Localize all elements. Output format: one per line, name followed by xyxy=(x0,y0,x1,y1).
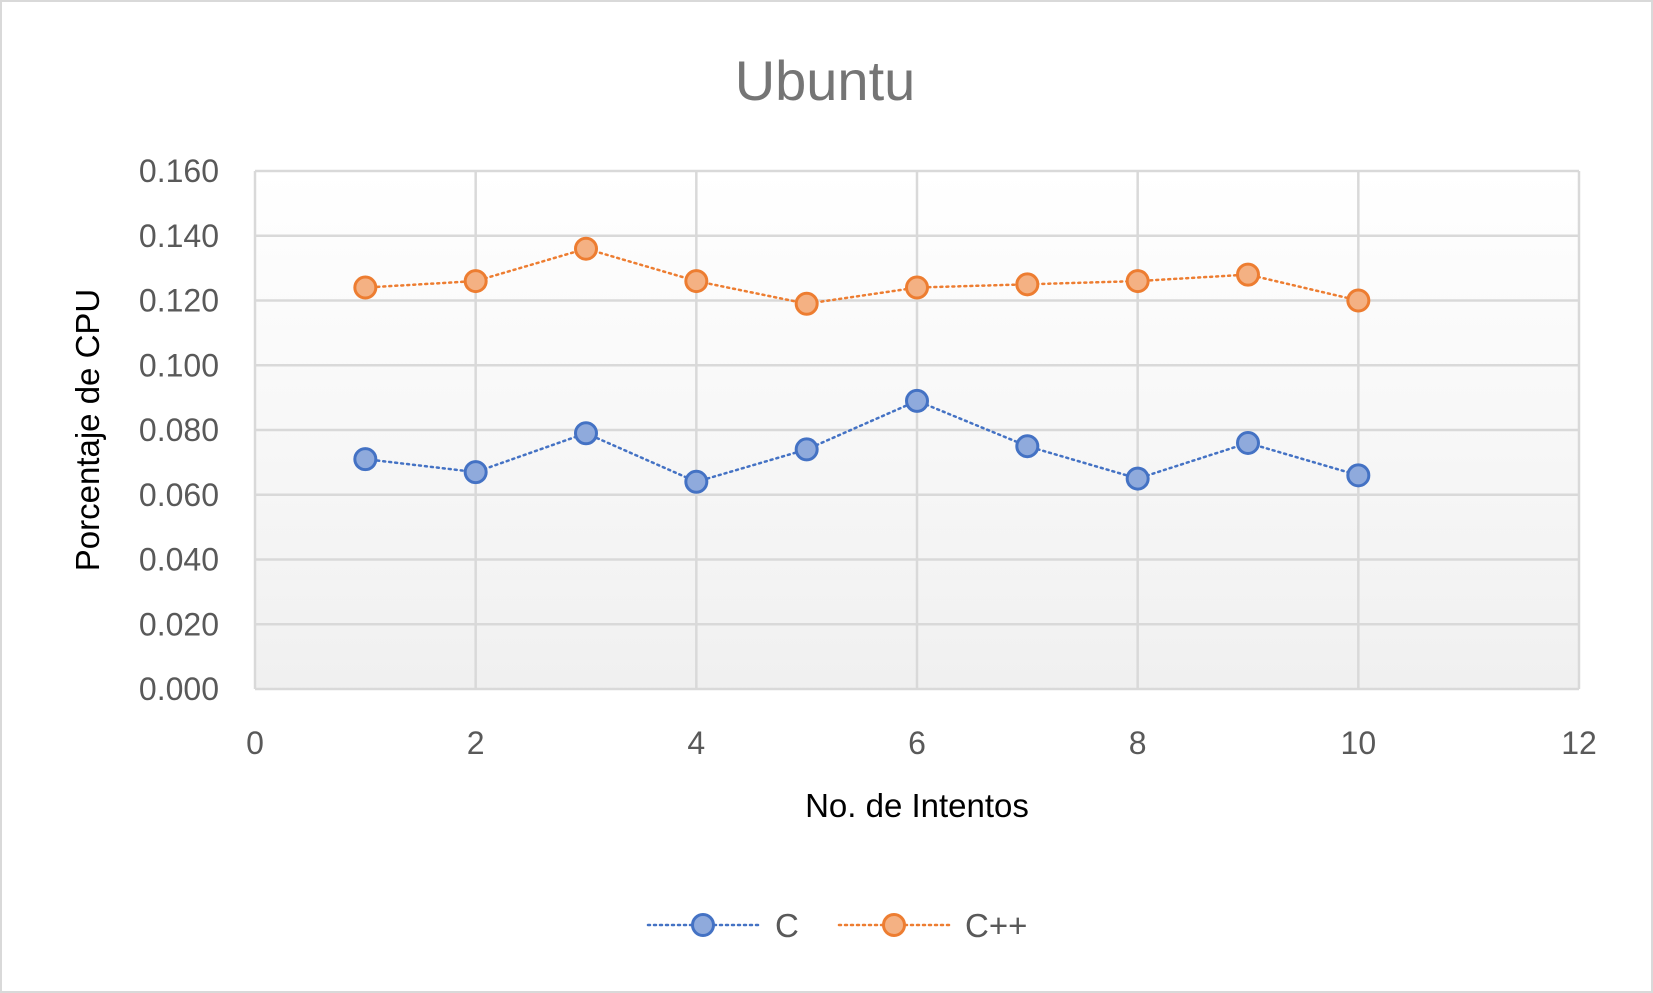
data-point xyxy=(574,421,598,446)
x-tick-label: 2 xyxy=(467,725,485,761)
y-tick-label: 0.040 xyxy=(139,542,219,578)
data-point xyxy=(684,469,709,494)
y-tick-label: 0.140 xyxy=(139,218,219,254)
series-layer xyxy=(353,236,1371,494)
legend-item-cpp: C++ xyxy=(837,907,1027,944)
series-line xyxy=(364,247,1360,306)
data-point xyxy=(1236,430,1260,455)
data-point xyxy=(353,275,378,300)
series-cpp xyxy=(353,236,1371,316)
data-point xyxy=(1015,434,1040,459)
x-tick-label: 12 xyxy=(1561,725,1597,761)
y-tick-label: 0.100 xyxy=(139,347,219,383)
data-point xyxy=(574,236,598,261)
data-point xyxy=(463,269,488,294)
grid-lines xyxy=(253,169,1581,691)
data-point xyxy=(353,447,378,472)
legend-label: C xyxy=(775,907,799,944)
data-point xyxy=(1125,269,1150,294)
data-point xyxy=(1125,466,1150,491)
x-tick-label: 4 xyxy=(687,725,705,761)
y-axis-label: Porcentaje de CPU xyxy=(69,289,106,571)
x-tick-label: 6 xyxy=(908,725,926,761)
y-tick-label: 0.000 xyxy=(139,671,219,707)
x-tick-label: 8 xyxy=(1129,725,1147,761)
y-axis-ticks: 0.000 0.020 0.040 0.060 0.080 0.100 0.120 0.140… xyxy=(139,153,219,707)
data-point xyxy=(794,437,819,462)
series-line xyxy=(364,399,1360,484)
legend-marker xyxy=(882,913,906,937)
x-tick-label: 10 xyxy=(1341,725,1377,761)
y-tick-label: 0.080 xyxy=(139,412,219,448)
data-point xyxy=(1015,272,1040,297)
data-point xyxy=(684,269,709,294)
y-tick-label: 0.120 xyxy=(139,283,219,319)
legend-label: C++ xyxy=(965,907,1027,944)
x-axis-label: No. de Intentos xyxy=(805,787,1029,824)
y-tick-label: 0.060 xyxy=(139,477,219,513)
series-c xyxy=(353,388,1371,494)
data-point xyxy=(1346,463,1371,488)
data-point xyxy=(1346,288,1371,313)
y-tick-label: 0.020 xyxy=(139,606,219,642)
chart-title: Ubuntu xyxy=(735,49,916,112)
x-tick-label: 0 xyxy=(246,725,264,761)
x-axis-ticks: 0 2 4 6 8 10 12 xyxy=(246,725,1597,761)
legend-marker xyxy=(691,913,715,937)
legend-item-c: C xyxy=(646,907,799,944)
data-point xyxy=(463,460,488,485)
legend: C C++ xyxy=(646,907,1027,944)
y-tick-label: 0.160 xyxy=(139,153,219,189)
data-point xyxy=(794,291,819,316)
data-point xyxy=(1236,262,1260,287)
data-point xyxy=(905,388,929,413)
data-point xyxy=(905,275,929,300)
